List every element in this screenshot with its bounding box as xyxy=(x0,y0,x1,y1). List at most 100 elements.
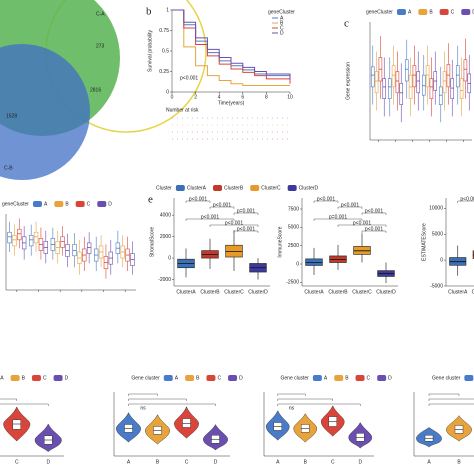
legend-label: ClusterC xyxy=(261,185,281,191)
legend-label: C xyxy=(451,9,455,15)
y-tick-label: 7500 xyxy=(288,206,299,212)
legend-swatch xyxy=(312,375,322,381)
box-body xyxy=(404,59,409,82)
comparison-bracket xyxy=(0,398,17,401)
x-axis-label: Time(years) xyxy=(218,100,245,106)
x-tick-label: 4 xyxy=(218,94,221,100)
legend-title: Gene cluster xyxy=(281,375,310,381)
p-value: p=0.001 xyxy=(329,214,347,220)
risk-title: Number at risk xyxy=(166,107,199,113)
legend-label: B xyxy=(345,375,349,381)
comparison-bracket xyxy=(361,212,387,215)
p-value: p<0.001 xyxy=(460,196,474,202)
legend-swatch xyxy=(334,375,344,381)
legend-title: Cluster xyxy=(156,185,172,191)
x-tick-label: ClusterA xyxy=(304,289,324,295)
y-tick-label: 0.5 xyxy=(162,48,169,54)
comparison-bracket xyxy=(428,398,474,401)
legend-swatch xyxy=(163,375,173,381)
significance: ns xyxy=(140,405,146,411)
panel-letter: c xyxy=(344,18,349,30)
y-tick-label: 1 xyxy=(166,7,169,13)
y-tick-label: 0 xyxy=(166,89,169,95)
legend-label: A xyxy=(175,375,179,381)
comparison-bracket xyxy=(233,212,259,215)
box-body xyxy=(421,74,426,96)
comparison-bracket xyxy=(337,206,363,209)
significance: ns xyxy=(289,405,295,411)
legend-swatch xyxy=(439,9,449,15)
box-body xyxy=(370,66,375,88)
panel-letter: e xyxy=(148,194,153,206)
box-body xyxy=(12,419,21,430)
box-body xyxy=(455,65,460,88)
x-tick-label: ClusterC xyxy=(224,289,244,295)
x-tick-label: 2 xyxy=(194,94,197,100)
legend-label: B xyxy=(280,20,284,26)
x-tick-label: ClusterA xyxy=(448,289,468,295)
box-body xyxy=(86,242,92,254)
p-value: p<0.001 xyxy=(201,214,219,220)
comparison-bracket xyxy=(457,200,474,203)
comparison-bracket xyxy=(313,218,363,221)
box-body xyxy=(391,65,396,88)
legend-label: A xyxy=(0,375,4,381)
legend-label: A xyxy=(408,9,412,15)
x-tick-label: 6 xyxy=(241,94,244,100)
p-value: p<0.001 xyxy=(341,202,359,208)
box-body xyxy=(442,71,447,94)
box-body xyxy=(374,71,379,94)
legend-swatch xyxy=(418,9,428,15)
y-tick-label: 0 xyxy=(296,261,299,267)
x-tick-label: C xyxy=(15,459,19,465)
y-tick-label: 4000 xyxy=(160,212,171,218)
y-axis-label: Survival probability xyxy=(147,30,153,72)
legend-swatch xyxy=(97,201,107,207)
box-body xyxy=(395,71,400,94)
comparison-bracket xyxy=(337,224,387,227)
legend-swatch xyxy=(32,201,42,207)
comparison-bracket xyxy=(428,393,460,396)
y-tick-label: 2500 xyxy=(288,243,299,249)
legend-label: A xyxy=(324,375,328,381)
box-body xyxy=(463,59,468,82)
legend-title: Gene cluster xyxy=(131,375,160,381)
y-tick-label: 0.75 xyxy=(159,28,169,34)
p-value: p<0.001 xyxy=(353,220,371,226)
legend-label: C xyxy=(87,201,91,207)
legend-label: A xyxy=(280,15,284,21)
comparison-bracket xyxy=(0,403,49,406)
legend-swatch xyxy=(54,201,64,207)
comparison-bracket xyxy=(277,403,361,406)
legend-label: D xyxy=(239,375,243,381)
x-tick-label: 10 xyxy=(287,94,293,100)
comparison-bracket xyxy=(209,206,235,209)
venn-count: 273 xyxy=(96,43,105,49)
x-tick-label: C xyxy=(331,459,335,465)
legend-label: C xyxy=(280,25,284,31)
x-tick-label: D xyxy=(358,459,362,465)
survival-curve xyxy=(172,9,290,86)
y-tick-label: 10000 xyxy=(429,206,443,212)
y-tick-label: 2000 xyxy=(160,234,171,240)
box-body xyxy=(459,78,464,99)
comparison-bracket xyxy=(233,230,259,233)
box-body xyxy=(7,231,12,244)
box-body xyxy=(446,64,451,88)
legend-title: geneCluster xyxy=(366,9,393,15)
x-tick-label: A xyxy=(127,459,131,465)
box-body xyxy=(429,78,434,99)
venn-set xyxy=(0,44,90,180)
x-tick-label: D xyxy=(214,459,218,465)
x-tick-label: ClusterD xyxy=(376,289,396,295)
legend-label: B xyxy=(196,375,200,381)
box-body xyxy=(33,231,39,244)
comparison-bracket xyxy=(313,200,339,203)
legend-swatch xyxy=(213,185,223,191)
legend-label: D xyxy=(65,375,69,381)
legend-swatch xyxy=(287,185,297,191)
legend-label: ClusterB xyxy=(224,185,244,191)
legend-label: ClusterA xyxy=(187,185,207,191)
legend-swatch xyxy=(396,9,406,15)
